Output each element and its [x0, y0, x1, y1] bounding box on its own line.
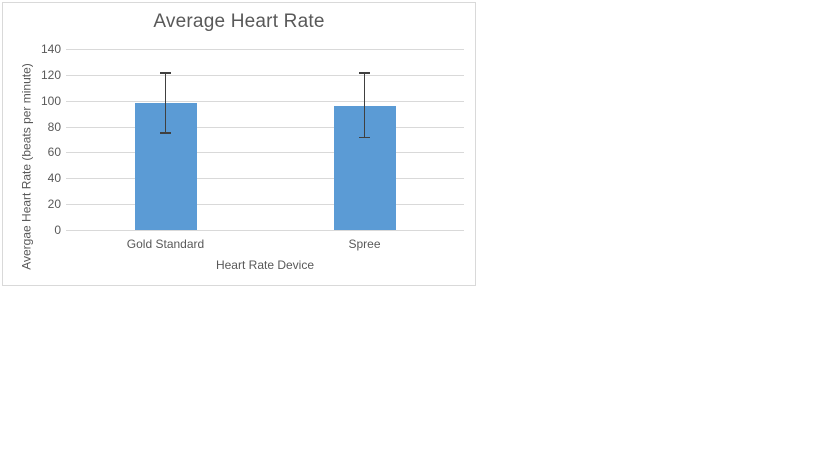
y-tick-label-0: 0	[54, 223, 61, 237]
gridline-20	[66, 204, 464, 206]
y-tick-label-60: 60	[47, 145, 61, 160]
error-bar-cap-spree	[359, 72, 370, 74]
gridline-60	[66, 152, 464, 154]
error-bar-cap-spree	[359, 136, 370, 139]
gridline-120	[66, 74, 464, 76]
y-tick-label-40: 40	[47, 171, 61, 186]
error-bar-cap-gold-standard	[160, 132, 171, 134]
y-tick-label-80: 80	[47, 119, 61, 134]
chart-title: Average Heart Rate	[153, 11, 325, 32]
y-tick-label-140: 140	[40, 42, 61, 56]
gridline-0	[66, 230, 464, 231]
chart-frame[interactable]: Average Heart Rate Avergae Heart Rate (b…	[2, 2, 476, 286]
error-bar-spree[interactable]	[363, 72, 366, 138]
y-tick-label-120: 120	[40, 67, 61, 82]
x-axis-title: Heart Rate Device	[215, 258, 315, 272]
gridline-80	[66, 126, 464, 128]
category-label-spree: Spree	[348, 237, 381, 251]
gridline-140	[66, 49, 464, 50]
error-bar-gold-standard[interactable]	[164, 72, 167, 134]
gridline-40	[66, 178, 464, 180]
y-tick-label-100: 100	[40, 93, 61, 108]
error-bar-cap-gold-standard	[160, 72, 171, 74]
plot-area	[66, 49, 464, 231]
y-axis-title: Avergae Heart Rate (beats per minute)	[19, 63, 34, 270]
gridline-100	[66, 100, 464, 102]
y-tick-label-20: 20	[47, 197, 61, 212]
category-label-gold-standard: Gold Standard	[126, 237, 205, 251]
